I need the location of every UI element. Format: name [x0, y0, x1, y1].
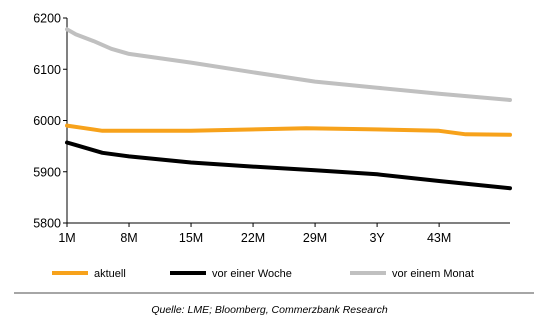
y-tick-label: 6100 [33, 63, 61, 77]
series-line-vor-einer-woche [65, 140, 512, 191]
y-tick-label: 6200 [33, 12, 61, 26]
legend-label-vor-einem-monat: vor einem Monat [392, 268, 474, 280]
legend-label-aktuell: aktuell [94, 268, 126, 280]
legend-label-vor-einer-woche: vor einer Woche [212, 268, 292, 280]
x-tick-label: 15M [179, 231, 203, 245]
x-tick-label: 1M [58, 231, 75, 245]
y-tick-label: 5800 [33, 217, 61, 231]
x-tick-label: 8M [120, 231, 137, 245]
source-note: Quelle: LME; Bloomberg, Commerzbank Rese… [151, 304, 388, 316]
axes: 5800 5900 6000 6100 6200 1M 8M 15M 22M 29M 3Y 43M [33, 12, 510, 245]
x-tick-label: 22M [241, 231, 265, 245]
y-tick-label: 6000 [33, 114, 61, 128]
series-line-vor-einem-monat [65, 27, 512, 102]
divider-line [14, 292, 534, 294]
y-tick-label: 5900 [33, 165, 61, 179]
series-layer [65, 27, 512, 191]
x-tick-label: 29M [303, 231, 327, 245]
x-tick-label: 3Y [369, 231, 385, 245]
x-tick-label: 43M [427, 231, 451, 245]
series-line-aktuell [65, 123, 512, 137]
legend: aktuell vor einer Woche vor einem Monat [52, 268, 474, 280]
